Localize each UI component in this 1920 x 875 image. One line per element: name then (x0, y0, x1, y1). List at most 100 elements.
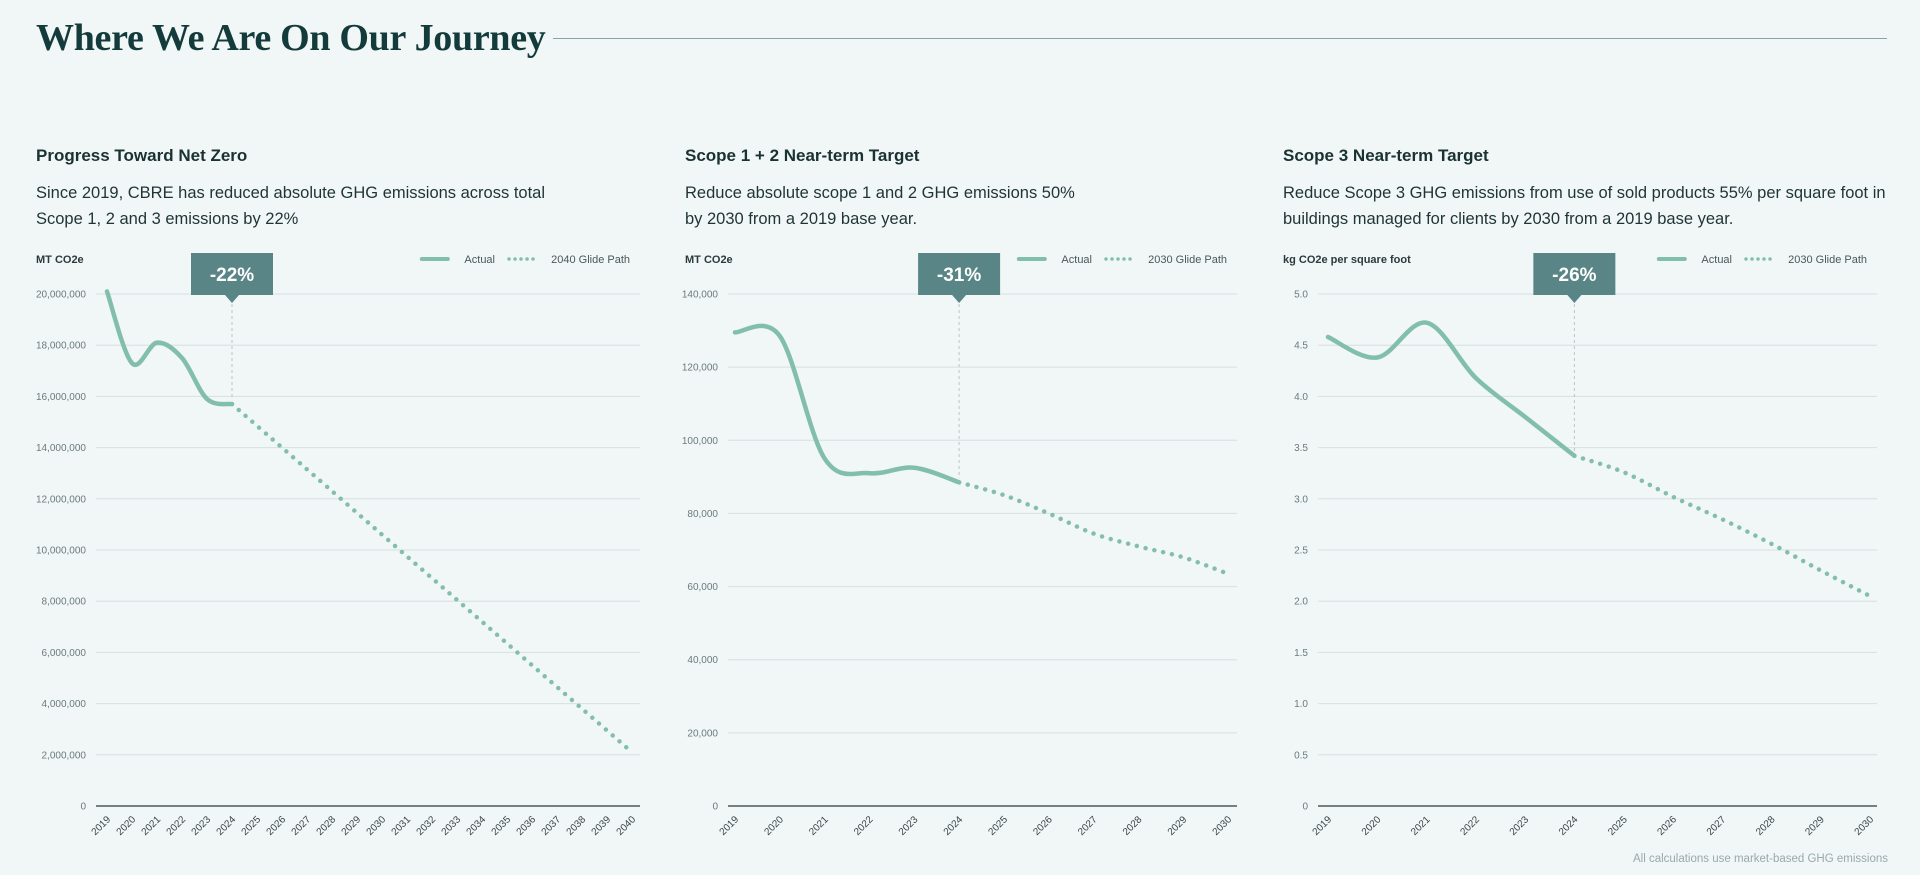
y-axis-label: kg CO2e per square foot (1283, 254, 1411, 266)
panel-heading: Progress Toward Net Zero (36, 146, 248, 165)
y-tick-label: 3.5 (1294, 443, 1308, 454)
title-divider (553, 38, 1887, 39)
x-tick-label: 2020 (1360, 814, 1384, 838)
legend-label-glide-path: 2030 Glide Path (1148, 254, 1227, 266)
chart-net-zero: MT CO2e 0 2,000,000 4,000,000 6,000,000 8,000… (36, 253, 640, 838)
panel-description: Since 2019, CBRE has reduced absolute GH… (36, 180, 676, 232)
y-tick-label: 14,000,000 (36, 443, 86, 454)
panel-description-line: Scope 1, 2 and 3 emissions by 22% (36, 210, 299, 228)
chart-scope-1-2: MT CO2e 0 20,000 40,000 60,000 80,000 100,000 1… (682, 253, 1237, 838)
panel-description-line: Reduce absolute scope 1 and 2 GHG emissi… (685, 184, 1075, 202)
y-tick-label: 4.0 (1294, 392, 1308, 403)
y-tick-label: 8,000,000 (42, 597, 87, 608)
x-tick-label: 2039 (590, 814, 614, 838)
annotation-badge (1533, 253, 1616, 295)
x-tick-label: 2024 (1557, 814, 1581, 838)
annotation-label: -22% (210, 265, 254, 286)
x-tick-label: 2027 (1705, 814, 1729, 838)
series-line-actual (104, 289, 235, 407)
x-tick-label: 2022 (852, 814, 876, 838)
series-line-actual (1325, 320, 1577, 459)
x-tick-label: 2040 (615, 814, 639, 838)
x-tick-label: 2021 (1409, 814, 1433, 838)
x-tick-label: 2020 (762, 814, 786, 838)
y-tick-label: 2.5 (1294, 546, 1308, 557)
x-tick-label: 2026 (1031, 814, 1055, 838)
x-tick-label: 2023 (190, 814, 214, 838)
x-tick-label: 2028 (315, 814, 339, 838)
x-tick-label: 2027 (290, 814, 314, 838)
y-tick-label: 0.5 (1294, 750, 1308, 761)
y-tick-label: 5.0 (1294, 290, 1308, 301)
annotation-label: -31% (937, 265, 981, 286)
series-line-actual (732, 323, 962, 485)
x-tick-label: 2026 (1656, 814, 1680, 838)
y-tick-label: 18,000,000 (36, 341, 86, 352)
panel-heading: Scope 3 Near-term Target (1283, 146, 1489, 165)
panel-net-zero: Progress Toward Net Zero Since 2019, CBR… (36, 140, 640, 840)
x-tick-label: 2021 (807, 814, 831, 838)
y-tick-label: 0 (1302, 802, 1308, 813)
x-tick-label: 2026 (265, 814, 289, 838)
x-tick-label: 2025 (1606, 814, 1630, 838)
annotation-badge-pointer (1567, 295, 1582, 303)
x-tick-label: 2029 (1166, 814, 1190, 838)
y-tick-label: 1.0 (1294, 699, 1308, 710)
x-tick-label: 2024 (215, 814, 239, 838)
series-line-glide-path (229, 401, 635, 755)
y-tick-label: 4,000,000 (42, 699, 87, 710)
y-tick-label: 140,000 (682, 290, 719, 301)
panel-description-line: by 2030 from a 2019 base year. (685, 210, 918, 228)
x-tick-label: 2019 (90, 814, 114, 838)
footnote: All calculations use market-based GHG em… (1632, 853, 1888, 865)
y-tick-label: 20,000,000 (36, 290, 86, 301)
panel-scope-1-2: Scope 1 + 2 Near-term Target Reduce abso… (682, 140, 1237, 840)
x-tick-label: 2023 (1508, 814, 1532, 838)
legend-label-actual: Actual (1061, 254, 1092, 266)
x-tick-label: 2028 (1121, 814, 1145, 838)
x-tick-label: 2025 (240, 814, 264, 838)
x-tick-label: 2034 (465, 814, 489, 838)
y-tick-label: 100,000 (682, 436, 719, 447)
y-tick-label: 2.0 (1294, 597, 1308, 608)
x-tick-label: 2032 (415, 814, 439, 838)
y-tick-label: 80,000 (687, 509, 718, 520)
annotation-badge (191, 253, 273, 295)
x-tick-label: 2033 (440, 814, 464, 838)
x-tick-label: 2022 (1458, 814, 1482, 838)
x-tick-label: 2022 (165, 814, 189, 838)
y-axis-label: MT CO2e (685, 254, 733, 266)
y-tick-label: 40,000 (687, 655, 718, 666)
y-tick-label: 0 (712, 802, 718, 813)
y-tick-label: 10,000,000 (36, 546, 86, 557)
panel-description: Reduce absolute scope 1 and 2 GHG emissi… (685, 180, 1325, 232)
y-tick-label: 0 (80, 802, 86, 813)
panel-description-line: Reduce Scope 3 GHG emissions from use of… (1283, 184, 1886, 202)
x-tick-label: 2025 (987, 814, 1011, 838)
x-tick-label: 2036 (515, 814, 539, 838)
y-tick-label: 3.0 (1294, 494, 1308, 505)
panel-description-line: buildings managed for clients by 2030 fr… (1283, 210, 1734, 228)
y-tick-label: 60,000 (687, 582, 718, 593)
panel-description: Reduce Scope 3 GHG emissions from use of… (1283, 180, 1920, 232)
annotation-label: -26% (1552, 265, 1596, 286)
annotation-badge (918, 253, 1001, 295)
legend-label-actual: Actual (1701, 254, 1732, 266)
x-tick-label: 2020 (115, 814, 139, 838)
y-tick-label: 2,000,000 (42, 750, 87, 761)
y-tick-label: 16,000,000 (36, 392, 86, 403)
legend-label-actual: Actual (464, 254, 495, 266)
x-tick-label: 2027 (1076, 814, 1100, 838)
y-tick-label: 1.5 (1294, 648, 1308, 659)
x-tick-label: 2038 (565, 814, 589, 838)
x-tick-label: 2019 (718, 814, 742, 838)
y-tick-label: 4.5 (1294, 341, 1308, 352)
legend-label-glide-path: 2030 Glide Path (1788, 254, 1867, 266)
y-axis-label: MT CO2e (36, 254, 84, 266)
annotation-badge-pointer (225, 295, 239, 303)
x-tick-label: 2028 (1754, 814, 1778, 838)
x-tick-label: 2024 (942, 814, 966, 838)
x-tick-label: 2019 (1311, 814, 1335, 838)
legend-label-glide-path: 2040 Glide Path (551, 254, 630, 266)
x-tick-label: 2023 (897, 814, 921, 838)
